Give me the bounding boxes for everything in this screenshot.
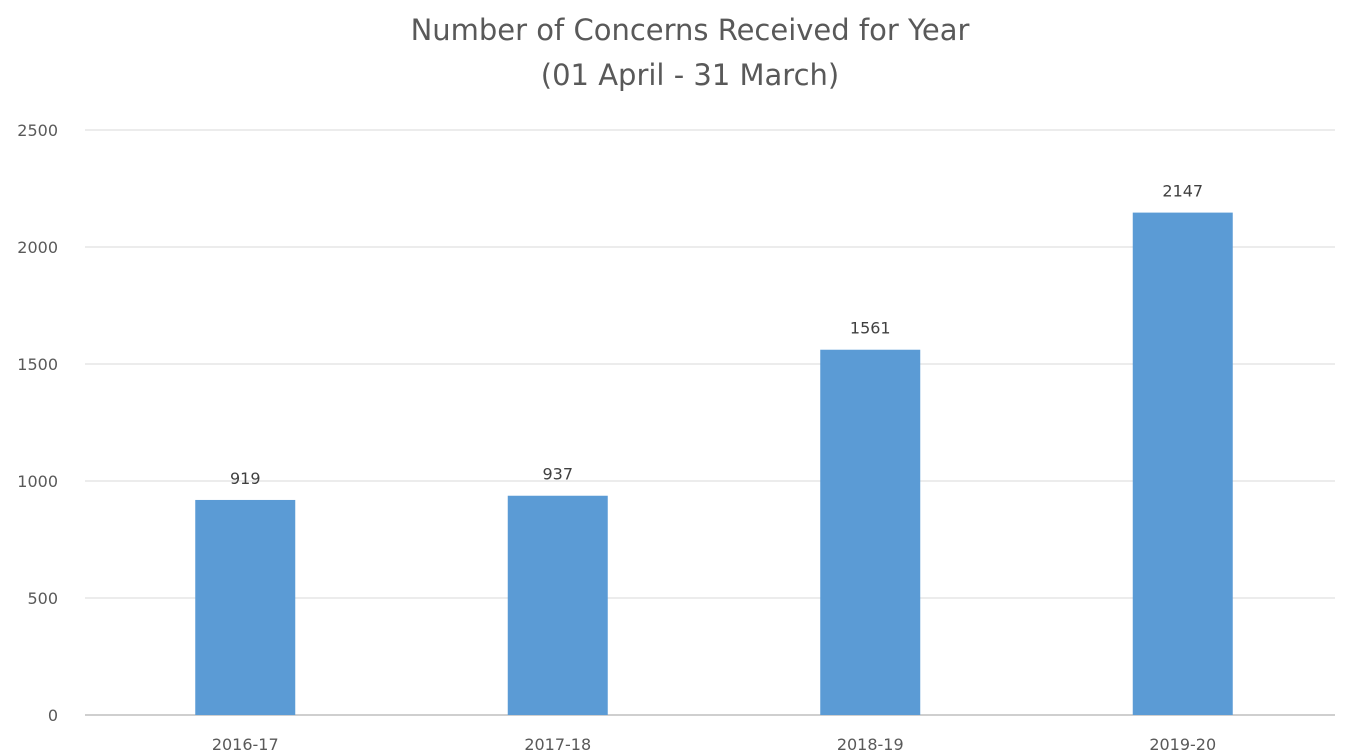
- bar-2018-19: [820, 349, 921, 715]
- chart-title-line-2: (01 April - 31 March): [541, 58, 839, 92]
- bar-2016-17: [195, 499, 296, 715]
- x-tick-label: 2017-18: [524, 735, 591, 754]
- data-label: 919: [230, 469, 261, 488]
- bar-2017-18: [507, 495, 608, 715]
- x-tick-label: 2019-20: [1149, 735, 1216, 754]
- y-axis-tick-labels: 0 500 1000 1500 2000 2500: [17, 121, 58, 725]
- x-axis-tick-labels: 2016-17 2017-18 2018-19 2019-20: [212, 735, 1216, 754]
- y-tick-label: 0: [48, 706, 58, 725]
- data-label: 937: [542, 465, 573, 484]
- bar-2019-20: [1132, 212, 1233, 716]
- chart-title-line-1: Number of Concerns Received for Year: [411, 13, 970, 47]
- y-tick-label: 2000: [17, 238, 58, 257]
- bars: [195, 212, 1233, 716]
- y-tick-label: 2500: [17, 121, 58, 140]
- chart-title: Number of Concerns Received for Year (01…: [411, 13, 970, 92]
- data-label: 1561: [850, 319, 891, 338]
- y-tick-label: 1500: [17, 355, 58, 374]
- x-tick-label: 2016-17: [212, 735, 279, 754]
- x-tick-label: 2018-19: [837, 735, 904, 754]
- data-labels: 919 937 1561 2147: [230, 182, 1203, 488]
- data-label: 2147: [1162, 182, 1203, 201]
- y-tick-label: 500: [27, 589, 58, 608]
- y-tick-label: 1000: [17, 472, 58, 491]
